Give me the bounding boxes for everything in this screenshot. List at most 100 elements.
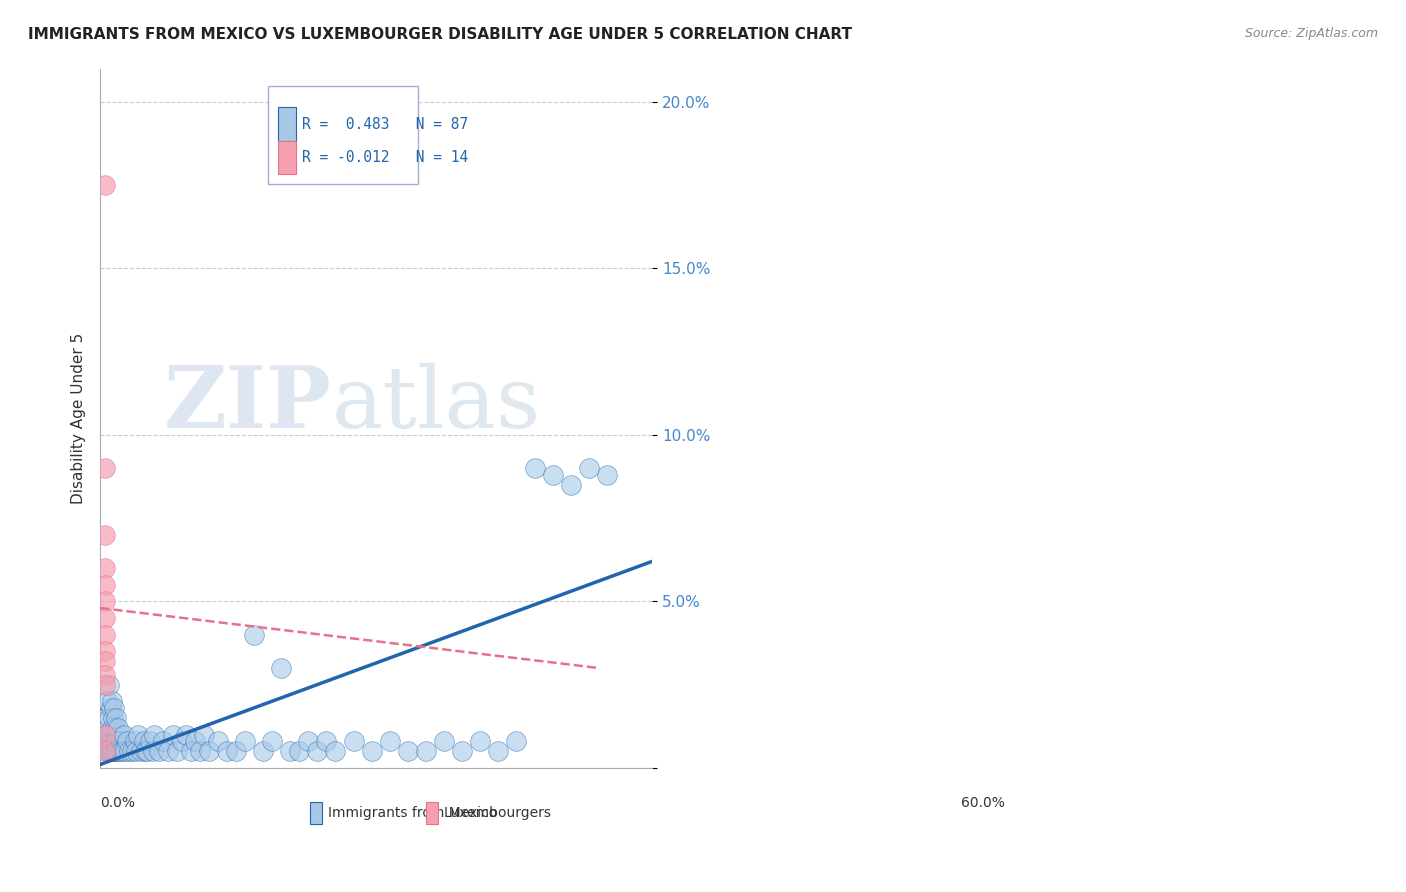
Text: 0.0%: 0.0% [100, 796, 135, 810]
Point [96, 694, 118, 708]
Text: R =  0.483   N = 87: R = 0.483 N = 87 [302, 117, 468, 131]
Point [104, 721, 127, 735]
Point [148, 744, 170, 758]
Point [105, 711, 128, 725]
Point [103, 734, 125, 748]
Point [252, 744, 274, 758]
Point [101, 721, 124, 735]
Point [315, 734, 337, 748]
Point [104, 734, 127, 748]
Point [100, 701, 122, 715]
Point [118, 744, 141, 758]
Point [129, 744, 152, 758]
Point [162, 727, 184, 741]
Point [215, 744, 238, 758]
Point [596, 467, 619, 482]
Text: R = -0.012   N = 14: R = -0.012 N = 14 [302, 150, 468, 165]
Point [142, 744, 165, 758]
Bar [278, 107, 295, 141]
Point [170, 734, 193, 748]
Point [98, 734, 121, 748]
Point [174, 727, 197, 741]
Text: 60.0%: 60.0% [962, 796, 1005, 810]
Point [325, 744, 347, 758]
Point [486, 744, 509, 758]
Bar [426, 802, 439, 824]
Point [101, 694, 124, 708]
Point [127, 727, 149, 741]
Bar [278, 141, 295, 175]
Point [288, 744, 311, 758]
Point [396, 744, 419, 758]
Point [98, 744, 121, 758]
Point [207, 734, 229, 748]
Point [104, 744, 127, 758]
Point [451, 744, 474, 758]
Text: ZIP: ZIP [165, 362, 332, 446]
Point [415, 744, 437, 758]
Text: Immigrants from Mexico: Immigrants from Mexico [328, 806, 496, 821]
Point [93, 627, 115, 641]
Point [360, 744, 382, 758]
Y-axis label: Disability Age Under 5: Disability Age Under 5 [72, 333, 86, 504]
Point [541, 467, 564, 482]
Point [125, 744, 148, 758]
Point [108, 734, 131, 748]
Point [188, 744, 211, 758]
Point [97, 744, 120, 758]
Text: Luxembourgers: Luxembourgers [443, 806, 551, 821]
Bar [309, 802, 322, 824]
Point [307, 744, 329, 758]
Point [117, 734, 139, 748]
Point [93, 677, 115, 691]
Point [121, 744, 143, 758]
Point [166, 744, 188, 758]
Point [93, 727, 115, 741]
Point [139, 734, 162, 748]
Point [193, 727, 215, 741]
Point [98, 677, 121, 691]
Point [152, 734, 174, 748]
Point [93, 178, 115, 192]
Point [378, 734, 401, 748]
Point [180, 744, 202, 758]
Point [93, 644, 115, 658]
Text: IMMIGRANTS FROM MEXICO VS LUXEMBOURGER DISABILITY AGE UNDER 5 CORRELATION CHART: IMMIGRANTS FROM MEXICO VS LUXEMBOURGER D… [28, 27, 852, 42]
Point [523, 461, 546, 475]
Point [114, 744, 136, 758]
Point [136, 744, 159, 758]
Point [101, 744, 124, 758]
Point [270, 661, 292, 675]
Point [233, 734, 256, 748]
Point [111, 744, 134, 758]
Point [93, 667, 115, 681]
Point [107, 744, 129, 758]
Point [143, 727, 166, 741]
Point [132, 734, 155, 748]
Point [112, 727, 135, 741]
Point [101, 734, 124, 748]
Point [107, 721, 129, 735]
Point [470, 734, 492, 748]
Point [93, 611, 115, 625]
Point [297, 734, 319, 748]
Point [184, 734, 207, 748]
Point [96, 744, 118, 758]
Point [93, 711, 115, 725]
Point [93, 744, 115, 758]
Point [342, 734, 364, 748]
Point [505, 734, 527, 748]
Point [93, 561, 115, 575]
Point [243, 627, 266, 641]
Point [98, 711, 121, 725]
Point [103, 701, 125, 715]
Point [98, 727, 121, 741]
Point [105, 734, 128, 748]
Point [93, 527, 115, 541]
Point [105, 744, 128, 758]
Point [262, 734, 284, 748]
FancyBboxPatch shape [269, 86, 418, 184]
Text: Source: ZipAtlas.com: Source: ZipAtlas.com [1244, 27, 1378, 40]
Point [225, 744, 247, 758]
Point [93, 577, 115, 591]
